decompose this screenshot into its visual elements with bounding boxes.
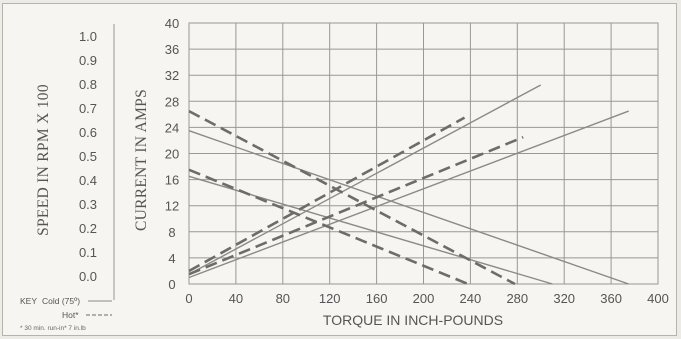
x-tick-label-200: 200 xyxy=(413,291,435,306)
hot-series-line-4 xyxy=(188,116,466,273)
x-tick-label-280: 280 xyxy=(506,291,528,306)
current-tick-label-28: 28 xyxy=(165,94,179,109)
current-tick-label-36: 36 xyxy=(165,42,179,57)
current-tick-label-0: 0 xyxy=(168,277,175,292)
speed-tick-label-0.7: 0.7 xyxy=(79,101,97,116)
x-tick-label-400: 400 xyxy=(647,291,669,306)
x-tick-label-360: 360 xyxy=(600,291,622,306)
key-title: KEY xyxy=(20,296,37,306)
current-tick-label-32: 32 xyxy=(165,68,179,83)
current-tick-label-24: 24 xyxy=(165,120,179,135)
speed-axis-title: SPEED IN RPM X 100 xyxy=(35,84,52,236)
x-tick-label-120: 120 xyxy=(319,291,341,306)
series-lines xyxy=(188,84,629,286)
plot-border xyxy=(188,22,659,285)
current-tick-label-4: 4 xyxy=(168,251,175,266)
speed-tick-label-0.4: 0.4 xyxy=(79,173,97,188)
speed-tick-label-0.6: 0.6 xyxy=(79,125,97,140)
cold-series-line-1 xyxy=(188,110,629,279)
current-axis-title: CURRENT IN AMPS xyxy=(133,89,150,231)
current-tick-label-8: 8 xyxy=(168,225,175,240)
key-cold-label: Cold (75º) xyxy=(42,296,80,306)
speed-tick-label-1.0: 1.0 xyxy=(79,29,97,44)
x-tick-label-0: 0 xyxy=(185,291,192,306)
speed-axis-ticks: 0.0 0.1 0.2 0.3 0.4 0.5 0.6 0.7 0.8 0.9 1.0 xyxy=(79,29,97,284)
speed-tick-label-0.2: 0.2 xyxy=(79,221,97,236)
x-tick-label-40: 40 xyxy=(229,291,243,306)
current-tick-label-12: 12 xyxy=(165,199,179,214)
cold-series-line-3 xyxy=(188,130,629,285)
x-tick-label-240: 240 xyxy=(460,291,482,306)
current-axis-ticks: 0 4 8 12 16 20 24 28 32 36 40 xyxy=(165,16,179,292)
x-axis-ticks: 0 40 80 120 160 200 240 280 320 360 400 xyxy=(185,291,668,306)
cold-series-line-0 xyxy=(188,84,542,275)
key-footnote: * 30 min. run-in* 7 in.lb xyxy=(20,325,86,332)
speed-tick-label-0.9: 0.9 xyxy=(79,53,97,68)
key-hot-label: Hot* xyxy=(62,310,79,320)
x-axis-title: TORQUE IN INCH-POUNDS xyxy=(323,312,503,328)
speed-tick-label-0.8: 0.8 xyxy=(79,77,97,92)
x-tick-label-320: 320 xyxy=(553,291,575,306)
current-tick-label-40: 40 xyxy=(165,16,179,31)
speed-tick-label-0.5: 0.5 xyxy=(79,149,97,164)
current-tick-label-20: 20 xyxy=(165,147,179,162)
speed-tick-label-0.0: 0.0 xyxy=(79,269,97,284)
current-tick-label-16: 16 xyxy=(165,173,179,188)
speed-tick-label-0.3: 0.3 xyxy=(79,197,97,212)
hot-series-line-6 xyxy=(188,168,469,286)
x-tick-label-160: 160 xyxy=(366,291,388,306)
x-tick-label-80: 80 xyxy=(276,291,290,306)
legend-key: KEY Cold (75º) Hot* * 30 min. run-in* 7 … xyxy=(20,296,112,332)
hot-series-line-5 xyxy=(188,135,524,276)
speed-tick-label-0.1: 0.1 xyxy=(79,245,97,260)
hot-series-line-7 xyxy=(188,109,516,286)
